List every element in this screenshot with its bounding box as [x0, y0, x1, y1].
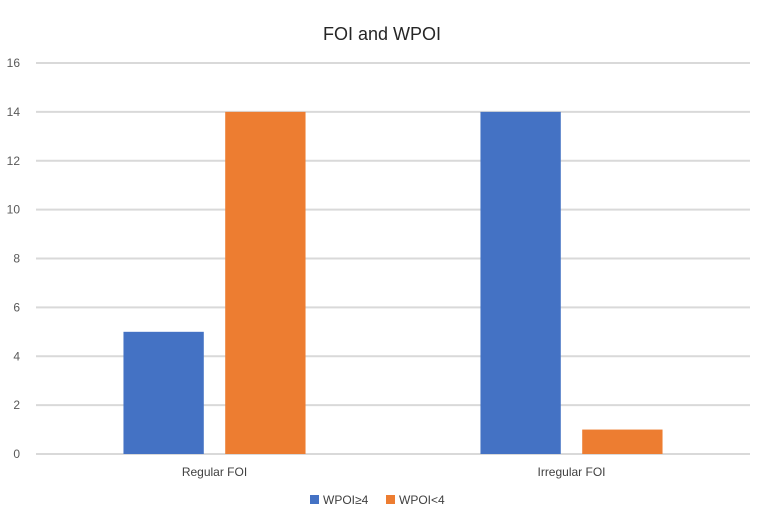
bars — [123, 111, 663, 454]
legend-swatch — [386, 495, 395, 504]
legend: WPOI≥4 WPOI<4 — [310, 493, 445, 507]
y-tick-label: 6 — [13, 300, 20, 314]
y-tick-label: 14 — [7, 105, 21, 119]
bar-1-1 — [582, 429, 663, 454]
x-axis-category-labels: Regular FOI Irregular FOI — [182, 465, 606, 479]
y-tick-label: 10 — [7, 203, 21, 217]
y-tick-label: 16 — [7, 56, 21, 70]
y-tick-label: 0 — [13, 447, 20, 461]
legend-label: WPOI<4 — [399, 493, 445, 507]
chart-title: FOI and WPOI — [323, 24, 441, 44]
bar-0-0 — [123, 331, 204, 454]
bar-0-1 — [225, 111, 306, 454]
category-label: Irregular FOI — [537, 465, 605, 479]
legend-label: WPOI≥4 — [323, 493, 369, 507]
y-tick-label: 8 — [13, 252, 20, 266]
y-axis-tick-labels: 0 2 4 6 8 10 12 14 16 — [7, 56, 21, 461]
y-tick-label: 12 — [7, 154, 21, 168]
bar-1-0 — [480, 111, 561, 454]
category-label: Regular FOI — [182, 465, 247, 479]
y-tick-label: 2 — [13, 398, 20, 412]
legend-swatch — [310, 495, 319, 504]
y-tick-label: 4 — [13, 349, 20, 363]
